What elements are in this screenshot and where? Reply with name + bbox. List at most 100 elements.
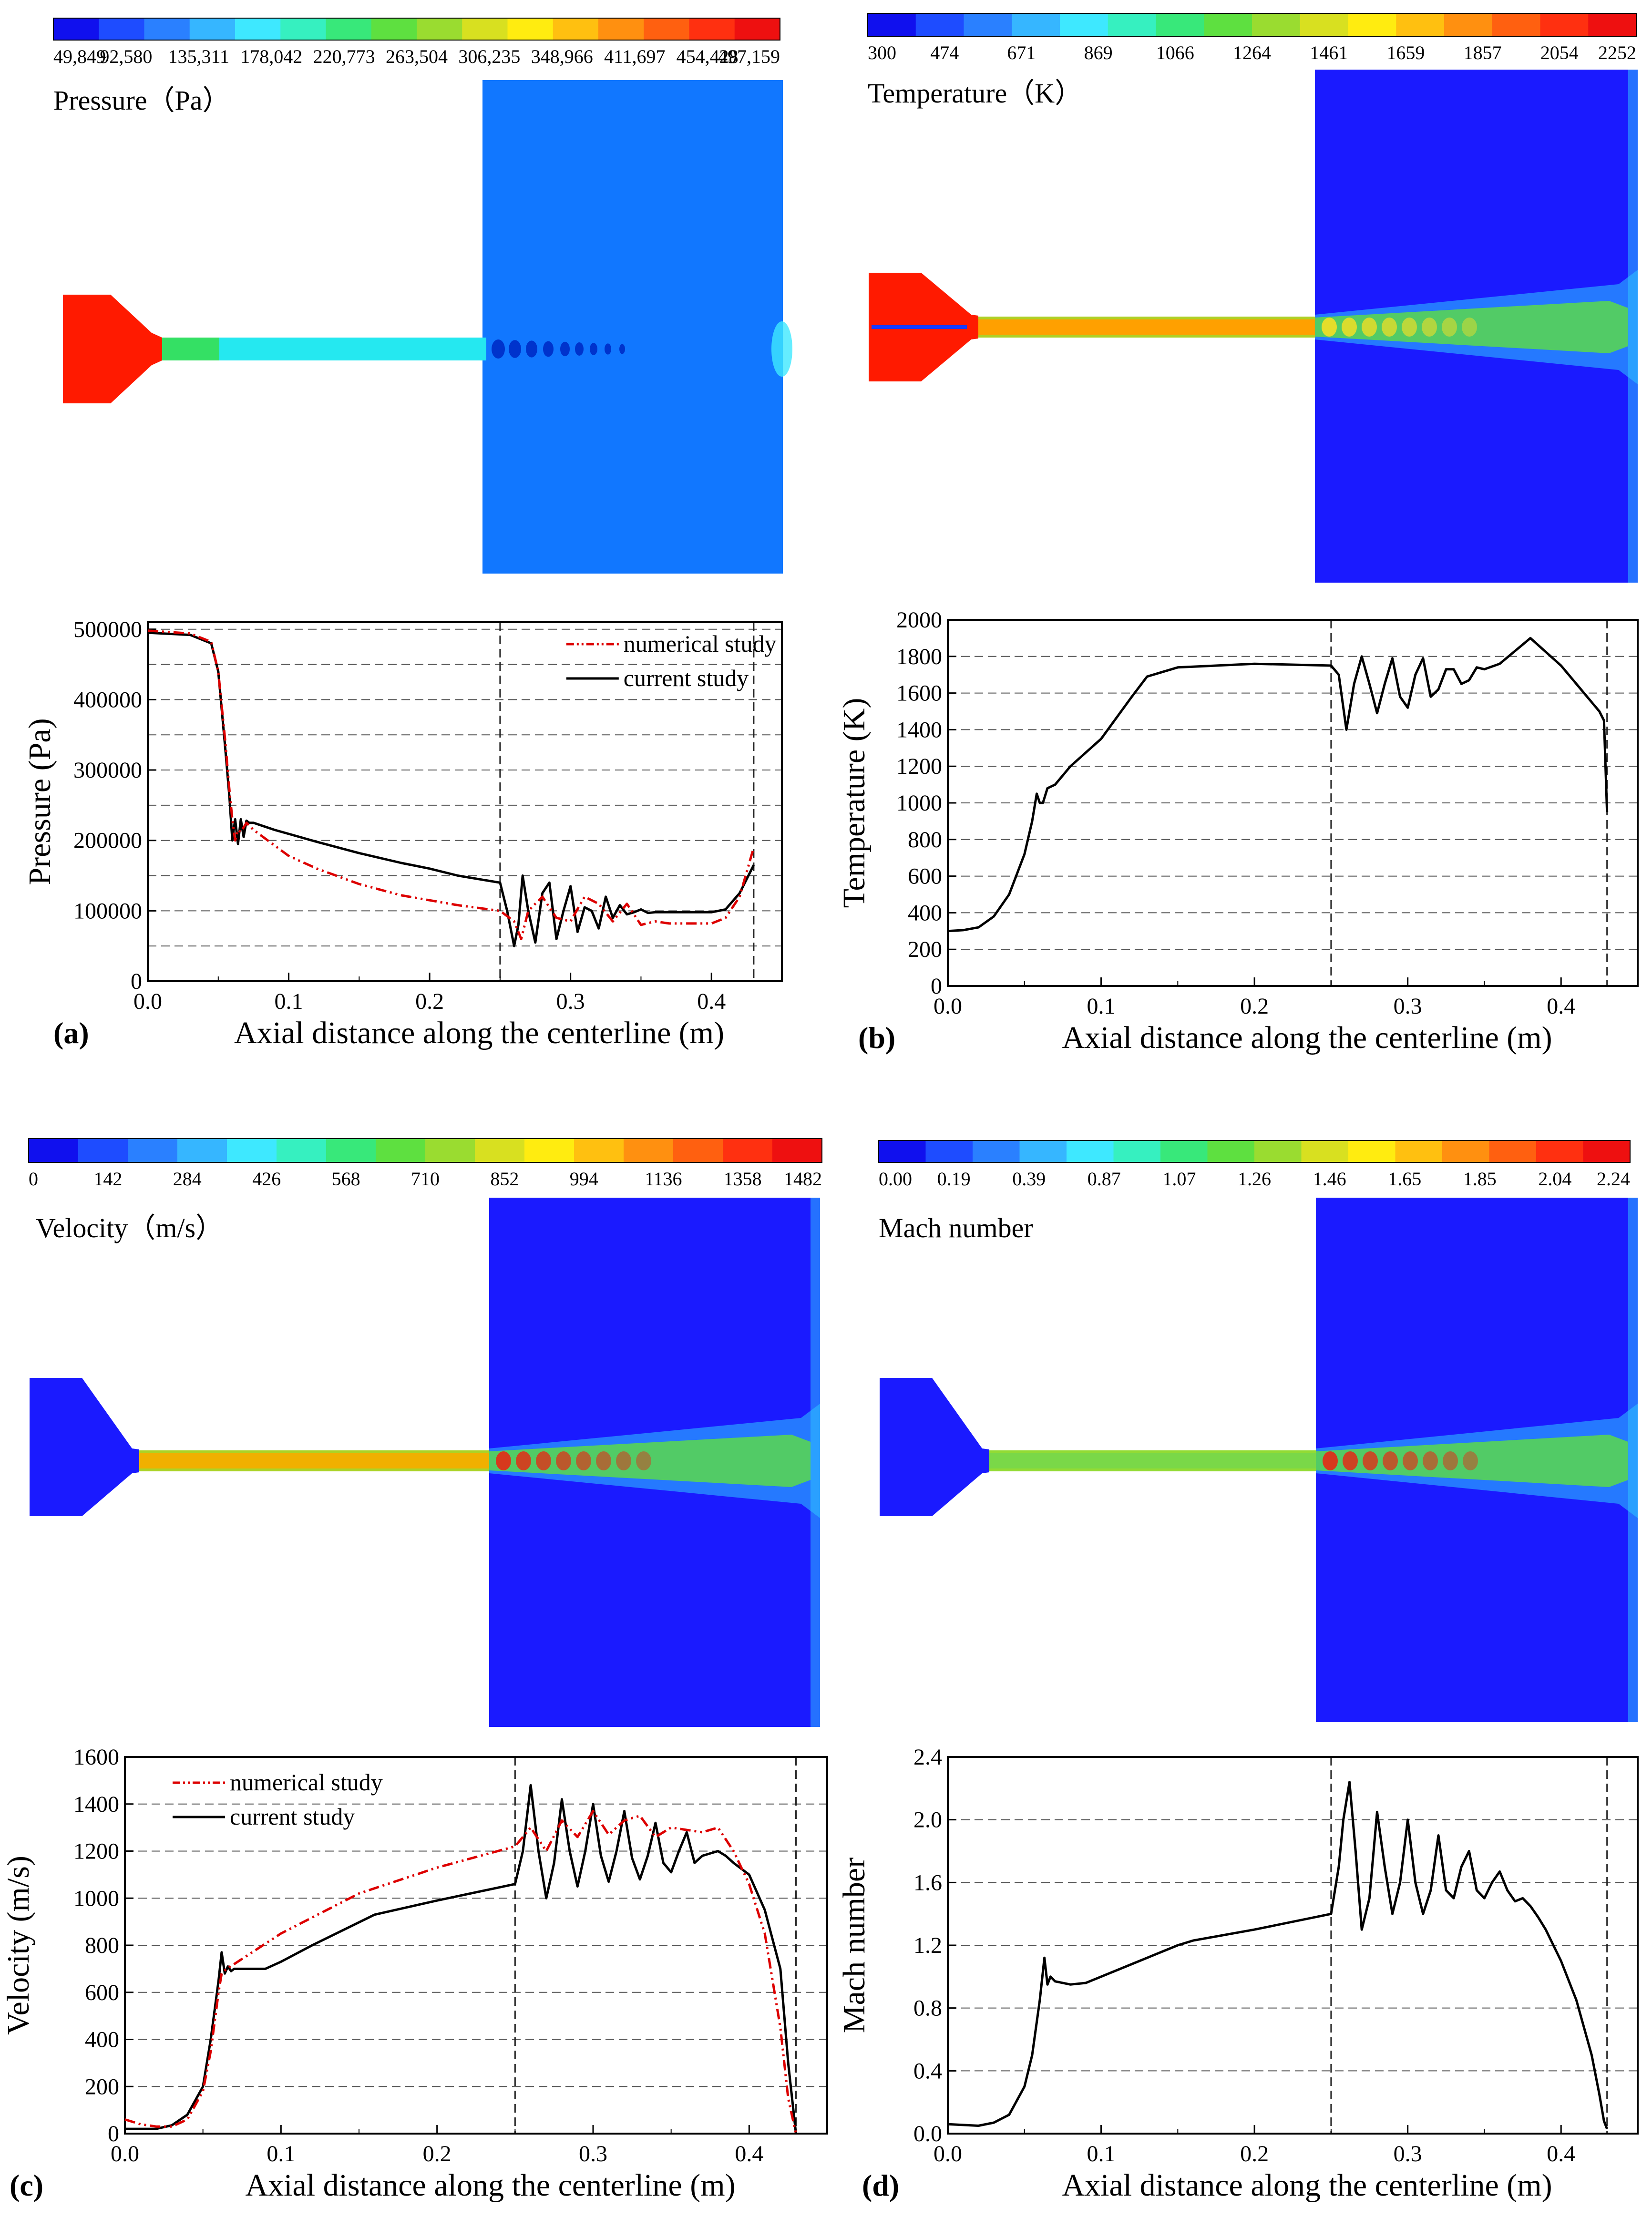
colorbar-swatch [425,1139,475,1162]
wall-layer [1628,1198,1638,1722]
colorbar-swatch [973,1140,1020,1162]
colorbar-swatch [964,13,1012,36]
jet-edge-top [989,1450,1316,1453]
y-tick-label: 600 [85,1980,119,2005]
y-tick-label: 800 [85,1933,119,1958]
y-tick-label: 1200 [896,754,942,779]
y-tick-label: 1400 [73,1792,119,1817]
y-tick-label: 1800 [896,644,942,669]
y-axis-label: Mach number [837,1858,872,2033]
shock-cell [1422,318,1437,337]
colorbar-tick-label: 178,042 [240,46,302,67]
colorbar-swatch [99,18,144,40]
colorbar-tick-label: 1136 [645,1168,682,1190]
series-line-current-study [147,631,755,947]
chart-a: 0.0 0.1 0.2 0.3 0.4 0 100000 200000 300000 400000… [22,617,783,1050]
colorbar-swatch [1348,1140,1395,1162]
x-tick-label: 0.3 [579,2141,607,2166]
x-tick-label: 0.2 [1240,2141,1269,2166]
jet-edge-bottom [139,1468,489,1471]
y-tick-label: 0.0 [913,2121,942,2146]
shock-cell [560,341,570,357]
colorbar-swatch [598,18,644,40]
y-tick-label: 0.8 [913,1996,942,2021]
jet-edge-top [139,1450,489,1453]
shock-cell [576,1451,591,1470]
contour-a [63,80,792,574]
chart-c: 0.0 0.1 0.2 0.3 0.4 0 200 400 600 800 1000 1200 1400… [1,1745,828,2203]
shock-cell [1423,1451,1438,1470]
colorbar-tick-label: 49,849 [53,46,106,67]
colorbar-tick-label: 1264 [1233,42,1271,63]
colorbar-tick-label: 710 [411,1168,440,1190]
panel-label: (b) [858,1021,895,1055]
channel-inlet [162,338,219,360]
colorbar-tick-label: 0.39 [1012,1168,1046,1190]
colorbar-swatch [1540,13,1589,36]
channel-region [219,338,482,360]
colorbar-tick-label: 497,159 [718,46,780,67]
jet-edge-top [978,317,1315,319]
shock-cell [1463,1451,1478,1470]
colorbar-frame [878,1140,1631,1163]
colorbar-tick-label: 426 [252,1168,281,1190]
shock-cell [1403,1451,1418,1470]
x-tick-label: 0.0 [934,2141,962,2166]
y-tick-label: 1200 [73,1839,119,1864]
x-tick-label: 0.1 [1087,2141,1116,2166]
shock-cell [526,340,537,358]
colorbar-tick-label: 0.19 [937,1168,971,1190]
legend-label: current study [624,665,749,691]
jet-channel [139,1450,489,1471]
colorbar-tick-label: 994 [570,1168,598,1190]
y-tick-label: 1600 [896,681,942,706]
colorbar-swatch [644,18,689,40]
colorbar-swatch [1301,1140,1349,1162]
chart-d: 0.0 0.1 0.2 0.3 0.4 0.0 0.4 0.8 1.2 1.6 2.0 2.4 Axia… [837,1745,1639,2203]
colorbar-swatch [1489,1140,1537,1162]
y-tick-label: 1.2 [913,1933,942,1958]
colorbar-tick-label: 1358 [724,1168,762,1190]
shock-cell [1383,1451,1398,1470]
colorbar-tick-label: 0.87 [1088,1168,1121,1190]
panel-label: (d) [862,2168,899,2202]
series-line-current-study [125,1784,797,2134]
wall-layer [811,1198,820,1727]
wall-stagnation [771,321,792,377]
colorbar-tick-label: 1.07 [1162,1168,1196,1190]
colorbar-swatch [624,1139,674,1162]
contour-b [869,70,1638,583]
shock-cell [496,1451,511,1470]
contour-c [30,1198,820,1727]
colorbar-swatch [1588,13,1637,36]
colorbar-swatch [475,1139,525,1162]
colorbar-swatch [734,18,780,40]
y-tick-label: 0 [131,969,142,994]
x-tick-label: 0.4 [1547,2141,1575,2166]
x-tick-label: 0.4 [1547,994,1575,1019]
colorbar-swatch [144,18,190,40]
legend-label: numerical study [624,630,777,657]
jet-edge-bottom [978,335,1315,338]
chamber-region [482,80,783,574]
colorbar-swatch [1156,13,1204,36]
field-title: Pressure（Pa） [53,85,230,116]
colorbar-b: 300 474 671 869 1066 1264 1461 1659 1857 2054 2252… [867,13,1637,109]
shock-cell [636,1451,651,1470]
colorbar-swatch [1348,13,1396,36]
shock-cell [575,342,584,356]
y-tick-label: 400000 [73,687,142,712]
x-tick-label: 0.1 [275,989,303,1014]
colorbar-tick-label: 0.00 [879,1168,912,1190]
colorbar-tick-label: 2.04 [1538,1168,1571,1190]
colorbar-swatch [277,1139,327,1162]
colorbar-tick-label: 348,966 [531,46,593,67]
colorbar-swatch [1396,13,1445,36]
y-tick-label: 2.0 [913,1807,942,1833]
colorbar-tick-label: 411,697 [604,46,666,67]
shock-cell [1443,1451,1458,1470]
colorbar-swatch [553,18,599,40]
colorbar-tick-label: 263,504 [386,46,448,67]
